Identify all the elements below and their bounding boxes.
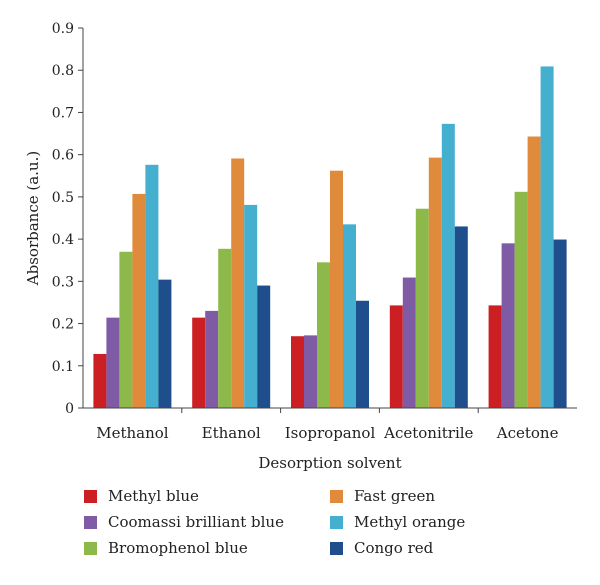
bar [389, 305, 403, 408]
y-tick-label: 0.1 [52, 359, 74, 375]
y-tick-label: 0.3 [52, 274, 74, 290]
bar [132, 193, 146, 408]
bar [428, 157, 442, 408]
x-tick-label: Ethanol [202, 424, 261, 442]
bar [501, 243, 515, 408]
bar [158, 279, 172, 408]
legend: Methyl blue Coomassi brilliant blue Bromop… [84, 487, 465, 557]
bar [553, 239, 567, 408]
x-tick-label: Acetonitrile [383, 424, 473, 442]
legend-label: Methyl orange [354, 513, 465, 531]
x-tick-label: Isopropanol [285, 424, 376, 442]
y-axis-ticks: 0 0.1 0.2 0.3 0.4 0.5 0.6 0.7 0.8 0.9 [52, 21, 83, 417]
bar [119, 251, 133, 408]
legend-swatch [84, 490, 97, 503]
legend-swatch [330, 490, 343, 503]
bar [454, 226, 468, 408]
bar [356, 300, 369, 408]
y-tick-label: 0.6 [52, 148, 74, 164]
bar [540, 66, 554, 408]
bar [343, 224, 356, 408]
y-tick-label: 0.9 [52, 21, 74, 37]
x-axis-label: Desorption solvent [258, 454, 401, 472]
bar [304, 335, 317, 408]
x-axis-ticks: Methanol Ethanol Isopropanol Acetonitrile Ac… [96, 408, 559, 442]
y-tick-label: 0 [65, 401, 74, 417]
legend-label: Congo red [354, 539, 434, 557]
bar [192, 317, 206, 408]
y-tick-label: 0.8 [52, 63, 74, 79]
bar [218, 248, 232, 408]
legend-swatch [330, 516, 343, 529]
y-tick-label: 0.2 [52, 317, 74, 333]
bar [205, 310, 219, 408]
y-axis-label: Absorbance (a.u.) [24, 151, 42, 286]
bar [257, 285, 271, 408]
bar [402, 277, 416, 408]
y-tick-label: 0.4 [52, 232, 74, 248]
bar [415, 208, 429, 408]
bar [488, 305, 502, 408]
legend-label: Bromophenol blue [108, 539, 248, 557]
bar [231, 158, 245, 408]
y-tick-label: 0.7 [52, 105, 74, 121]
x-tick-label: Acetone [496, 424, 559, 442]
bar [106, 317, 120, 408]
bar [145, 164, 159, 408]
legend-label: Fast green [354, 487, 435, 505]
bar [514, 191, 528, 408]
bar [527, 136, 541, 408]
legend-swatch [330, 542, 343, 555]
legend-label: Coomassi brilliant blue [108, 513, 284, 531]
bar [244, 204, 258, 408]
bar [441, 123, 455, 408]
y-tick-label: 0.5 [52, 190, 74, 206]
bar [330, 170, 343, 408]
legend-swatch [84, 542, 97, 555]
x-tick-label: Methanol [96, 424, 169, 442]
bars [93, 66, 567, 408]
bar [317, 262, 330, 408]
bar [93, 353, 107, 408]
legend-label: Methyl blue [108, 487, 199, 505]
bar [291, 336, 304, 408]
legend-swatch [84, 516, 97, 529]
